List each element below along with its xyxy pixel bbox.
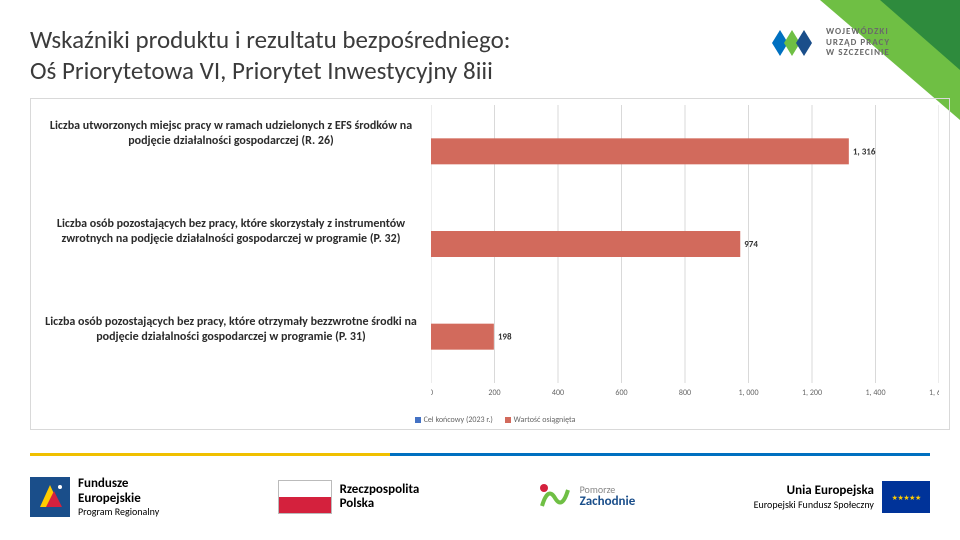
- chart-plot: 1, 316 974 198 0 200 400 600 800 1, 000 1, 200 1,…: [431, 105, 939, 397]
- logo-rzeczpospolita: RzeczpospolitaPolska: [278, 480, 420, 514]
- page-title: Wskaźniki produktu i rezultatu bezpośred…: [30, 24, 510, 87]
- chart-x-axis: 0 200 400 600 800 1, 000 1, 200 1, 400 1, 600: [431, 388, 939, 397]
- slide: Wskaźniki produktu i rezultatu bezpośred…: [0, 0, 960, 540]
- legend-swatch-2: [505, 417, 511, 423]
- accent-triangle-dark: [880, 0, 960, 70]
- logo-fundusze-europejskie: FunduszeEuropejskieProgram Regionalny: [30, 477, 159, 517]
- bar-category-3: Liczba osób pozostających bez pracy, któ…: [37, 315, 425, 345]
- fe-icon: [30, 477, 70, 517]
- svg-text:800: 800: [679, 388, 691, 397]
- title-line-2: Oś Priorytetowa VI, Priorytet Inwestycyj…: [30, 55, 493, 86]
- chart-container: Liczba utworzonych miejsc pracy w ramach…: [30, 98, 950, 430]
- rp-text: RzeczpospolitaPolska: [340, 483, 420, 512]
- pz-icon: [538, 482, 572, 512]
- divider-bar: [30, 453, 930, 456]
- wup-logo-icon: [766, 26, 818, 60]
- bar-category-1: Liczba utworzonych miejsc pracy w ramach…: [37, 119, 425, 149]
- svg-text:1, 000: 1, 000: [738, 388, 758, 397]
- wup-logo: WOJEWÓDZKI URZĄD PRACY W SZCZECINIE: [766, 26, 890, 60]
- svg-text:1, 400: 1, 400: [865, 388, 885, 397]
- flag-poland-icon: [278, 480, 332, 514]
- chart-legend: Cel końcowy (2023 r.) Wartość osiągnięta: [31, 415, 949, 425]
- svg-text:1, 316: 1, 316: [853, 146, 876, 157]
- svg-text:0: 0: [431, 388, 433, 397]
- logo-unia-europejska: Unia EuropejskaEuropejski Fundusz Społec…: [754, 481, 930, 513]
- footer: FunduszeEuropejskieProgram Regionalny Rz…: [30, 466, 930, 528]
- svg-text:400: 400: [552, 388, 564, 397]
- ue-text: Unia EuropejskaEuropejski Fundusz Społec…: [754, 484, 874, 509]
- svg-text:198: 198: [498, 332, 512, 343]
- legend-label-1: Cel końcowy (2023 r.): [424, 415, 493, 425]
- chart-bars: 1, 316 974 198: [431, 138, 876, 349]
- svg-text:600: 600: [615, 388, 627, 397]
- svg-text:1, 200: 1, 200: [802, 388, 822, 397]
- pz-text: PomorzeZachodnie: [580, 484, 636, 509]
- fe-text: FunduszeEuropejskieProgram Regionalny: [78, 477, 159, 517]
- flag-eu-icon: [882, 481, 930, 513]
- logo-pomorze-zachodnie: PomorzeZachodnie: [538, 482, 636, 512]
- legend-swatch-1: [415, 417, 421, 423]
- svg-text:1, 600: 1, 600: [929, 388, 939, 397]
- bar-category-2: Liczba osób pozostających bez pracy, któ…: [37, 217, 425, 247]
- svg-text:974: 974: [744, 239, 758, 250]
- title-line-1: Wskaźniki produktu i rezultatu bezpośred…: [30, 24, 510, 55]
- legend-label-2: Wartość osiągnięta: [514, 415, 576, 425]
- svg-text:200: 200: [488, 388, 500, 397]
- wup-logo-text: WOJEWÓDZKI URZĄD PRACY W SZCZECINIE: [826, 27, 890, 59]
